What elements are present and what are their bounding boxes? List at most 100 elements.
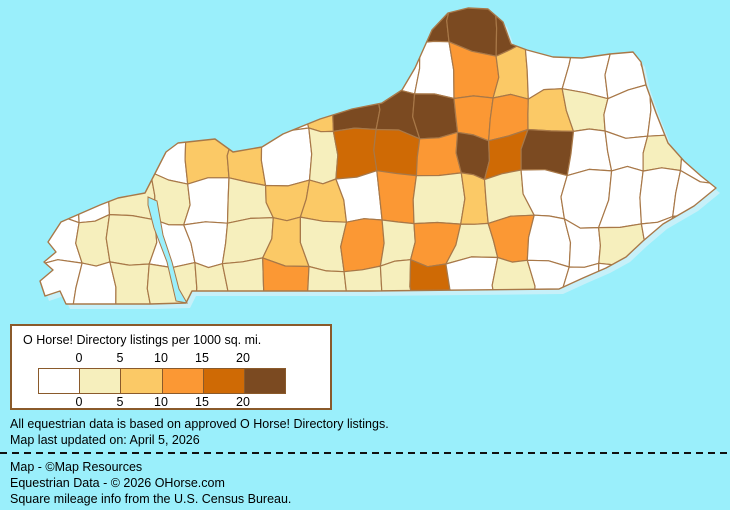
county	[571, 8, 612, 53]
county	[603, 8, 648, 53]
county	[672, 42, 716, 94]
legend-tick: 5	[116, 351, 124, 365]
county	[221, 257, 266, 304]
county	[415, 131, 462, 177]
county	[523, 8, 575, 45]
county	[299, 216, 348, 273]
legend-color-segment	[79, 369, 121, 393]
county	[373, 128, 421, 177]
divider-dashed-line	[0, 452, 730, 454]
county	[646, 266, 685, 304]
county	[332, 41, 385, 94]
county	[672, 83, 716, 137]
legend-color-segment	[39, 369, 80, 393]
county	[412, 93, 459, 140]
county	[332, 127, 378, 180]
county	[226, 133, 267, 187]
county	[184, 47, 231, 100]
state-border	[39, 7, 717, 305]
county	[225, 53, 273, 98]
county	[222, 8, 273, 57]
county	[106, 8, 161, 50]
county	[269, 8, 310, 59]
county	[373, 8, 421, 44]
county	[376, 170, 417, 225]
county	[375, 37, 421, 95]
county	[413, 8, 453, 44]
legend-tick: 15	[195, 351, 209, 365]
county	[677, 8, 716, 48]
county	[642, 134, 686, 172]
county	[40, 129, 78, 185]
county	[340, 218, 385, 273]
county	[40, 214, 83, 267]
county	[262, 257, 310, 304]
county	[40, 172, 80, 224]
kentucky-lake-icon	[147, 196, 188, 304]
legend-tick: 10	[154, 395, 168, 409]
legend-colorbar	[38, 368, 286, 394]
county	[641, 8, 686, 49]
county	[412, 172, 466, 225]
county	[298, 8, 348, 56]
legend-tick: 0	[75, 395, 83, 409]
county	[332, 89, 381, 132]
county	[184, 89, 235, 136]
county	[106, 126, 155, 178]
data-notes: All equestrian data is based on approved…	[10, 416, 389, 448]
county	[255, 85, 310, 136]
legend-tick: 5	[116, 395, 124, 409]
county	[146, 8, 191, 55]
county	[112, 83, 156, 131]
county	[414, 40, 455, 100]
legend-title: O Horse! Directory listings per 1000 sq.…	[23, 333, 262, 347]
county	[75, 214, 111, 267]
credit-census: Square mileage info from the U.S. Census…	[10, 492, 292, 506]
legend-color-segment	[161, 369, 203, 393]
legend-tick: 20	[236, 395, 250, 409]
county	[109, 261, 153, 304]
county	[40, 41, 79, 90]
legend-tick: 20	[236, 351, 250, 365]
county	[71, 126, 115, 178]
county	[183, 177, 230, 226]
note-approved-data: All equestrian data is based on approved…	[10, 417, 389, 431]
note-last-updated: Map last updated on: April 5, 2026	[10, 433, 200, 447]
county	[74, 41, 120, 94]
county	[77, 8, 122, 47]
county	[297, 47, 338, 92]
county	[148, 47, 190, 92]
county	[526, 214, 572, 268]
county	[308, 127, 339, 185]
credit-equestrian-data: Equestrian Data - © 2026 OHorse.com	[10, 476, 225, 490]
credit-map-source: Map - ©Map Resources	[10, 460, 143, 474]
county	[332, 8, 385, 49]
county	[671, 213, 716, 270]
legend-color-segment	[120, 369, 162, 393]
county	[646, 83, 686, 137]
county	[307, 265, 347, 304]
county	[226, 85, 263, 141]
county	[40, 83, 78, 137]
county	[105, 214, 158, 266]
county	[148, 83, 190, 136]
legend-color-segment	[202, 369, 244, 393]
legend-box: O Horse! Directory listings per 1000 sq.…	[10, 324, 332, 410]
county	[183, 8, 231, 57]
county	[675, 265, 716, 304]
county	[257, 52, 300, 90]
county	[343, 265, 383, 304]
legend-ticks-bottom: 0 5 10 15 20	[12, 395, 330, 409]
legend-ticks-top: 0 5 10 15 20	[12, 351, 330, 365]
county	[445, 256, 499, 304]
county	[71, 261, 117, 304]
legend-tick: 15	[195, 395, 209, 409]
county	[566, 128, 613, 177]
county	[520, 128, 575, 177]
legend-color-segment	[243, 369, 286, 393]
credits: Map - ©Map Resources Equestrian Data - ©…	[10, 459, 291, 507]
county	[40, 8, 85, 55]
legend-tick: 0	[75, 351, 83, 365]
